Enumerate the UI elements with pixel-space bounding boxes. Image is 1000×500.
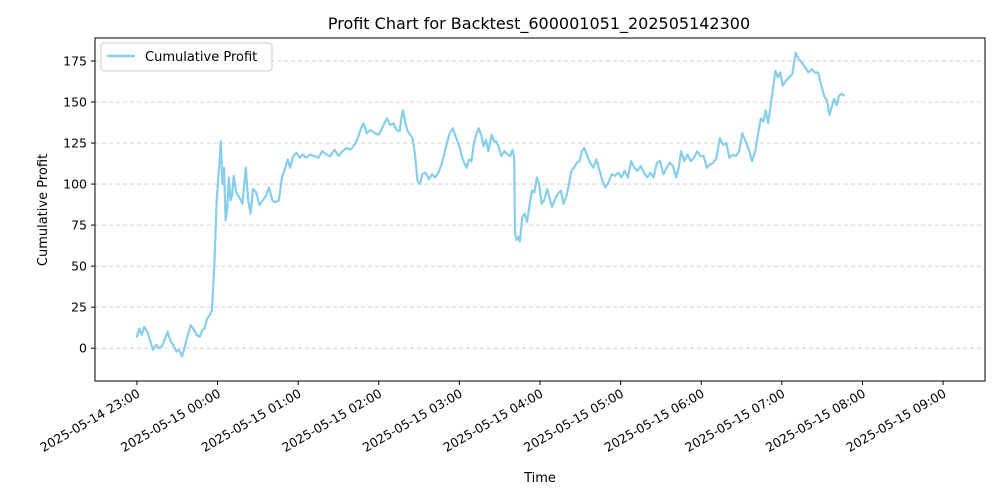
legend-box (100, 42, 273, 72)
y-tick-label: 25 (71, 300, 87, 315)
y-tick-label: 0 (79, 341, 87, 356)
legend-label: Cumulative Profit (145, 50, 257, 65)
y-tick-label: 175 (63, 53, 87, 68)
chart-title: Profit Chart for Backtest_600001051_2025… (328, 14, 750, 34)
y-tick-label: 100 (63, 177, 87, 192)
x-axis-label: Time (523, 471, 556, 486)
y-tick-label: 150 (63, 95, 87, 110)
y-axis-label: Cumulative Profit (36, 154, 51, 266)
y-axis: 0 25 50 75 100 125 150 175 (63, 53, 95, 356)
y-tick-label: 50 (71, 259, 87, 274)
legend: Cumulative Profit (100, 42, 273, 72)
y-tick-label: 75 (71, 218, 87, 233)
series-layer (135, 51, 845, 358)
y-tick-label: 125 (63, 136, 87, 151)
series-line-cumulative-profit (135, 51, 845, 358)
